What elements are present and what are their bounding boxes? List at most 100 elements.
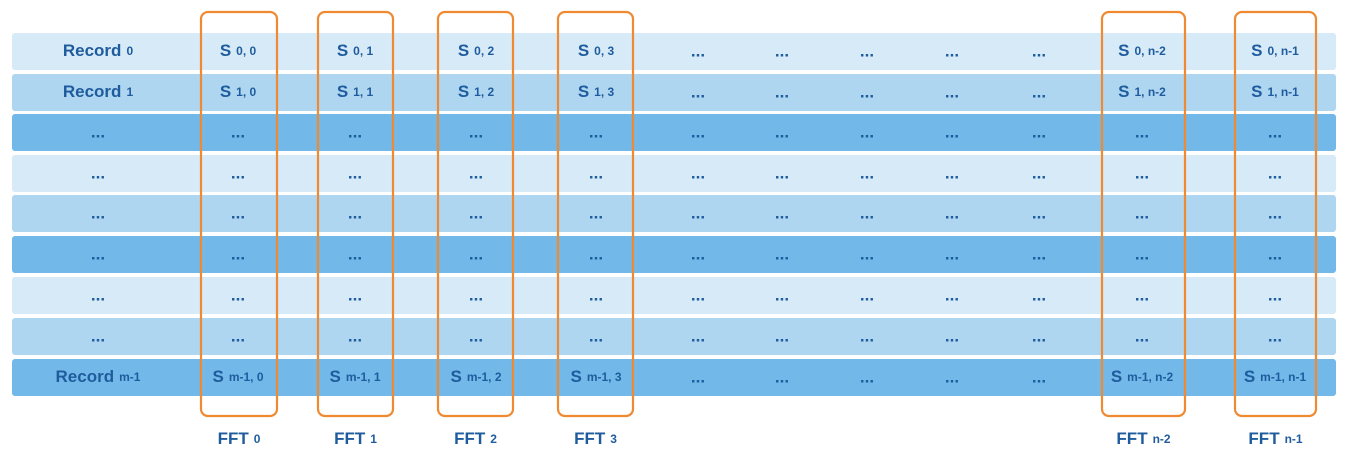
cell: S 1, n-1 (1251, 82, 1299, 101)
cell: S 0, n-2 (1118, 41, 1166, 60)
cell: ... (775, 367, 789, 386)
cell: ... (469, 285, 483, 304)
cell: ... (691, 203, 705, 222)
cell: ... (589, 244, 603, 263)
cell: ... (775, 41, 789, 60)
label-main: S (578, 41, 589, 60)
label-main: S (1244, 367, 1255, 386)
cell: ... (348, 285, 362, 304)
cell: S 0, 3 (578, 41, 615, 60)
label-main: S (458, 41, 469, 60)
label-main: FFT (454, 429, 486, 448)
record-label: ... (91, 326, 105, 345)
fft-column-box (199, 10, 279, 418)
label-main: S (212, 367, 223, 386)
cell: ... (691, 163, 705, 182)
label-sub: m-1, 3 (587, 370, 622, 384)
cell: ... (860, 82, 874, 101)
label-sub: 0, 0 (236, 44, 256, 58)
cell: ... (1032, 41, 1046, 60)
cell: ... (1135, 285, 1149, 304)
cell: ... (860, 203, 874, 222)
label-sub: m-1, n-1 (1260, 370, 1306, 384)
cell: ... (945, 41, 959, 60)
record-label: Record 1 (63, 82, 134, 101)
cell: ... (775, 122, 789, 141)
cell: ... (945, 203, 959, 222)
cell: ... (1032, 82, 1046, 101)
label-main: S (220, 82, 231, 101)
label-main: S (1111, 367, 1122, 386)
record-label: ... (91, 203, 105, 222)
label-main: S (1251, 41, 1262, 60)
cell: ... (589, 326, 603, 345)
label-main: S (458, 82, 469, 101)
cell: ... (691, 41, 705, 60)
record-label: Record 0 (63, 41, 134, 60)
cell: ... (1032, 285, 1046, 304)
label-sub: m-1, 1 (346, 370, 381, 384)
cell: ... (348, 326, 362, 345)
cell: ... (1032, 326, 1046, 345)
cell: ... (860, 326, 874, 345)
cell: ... (589, 122, 603, 141)
cell: ... (691, 285, 705, 304)
label-sub: n-2 (1153, 432, 1171, 446)
cell: ... (775, 244, 789, 263)
fft-column-box (436, 10, 515, 418)
label-main: Record (63, 82, 122, 101)
cell: ... (469, 244, 483, 263)
label-sub: m-1 (119, 370, 141, 384)
cell: ... (860, 367, 874, 386)
cell: S 0, n-1 (1251, 41, 1299, 60)
cell: ... (945, 326, 959, 345)
fft-column-box (1100, 10, 1187, 418)
label-main: FFT (218, 429, 250, 448)
cell: ... (1268, 285, 1282, 304)
cell: ... (231, 203, 245, 222)
table-row (12, 74, 1336, 111)
cell: ... (945, 244, 959, 263)
cell: ... (945, 163, 959, 182)
table-row (12, 114, 1336, 151)
cell: ... (1135, 244, 1149, 263)
label-sub: 0, n-1 (1268, 44, 1300, 58)
cell: ... (1032, 163, 1046, 182)
fft-column-box (1233, 10, 1318, 418)
label-main: S (220, 41, 231, 60)
cell: ... (469, 122, 483, 141)
label-sub: 1, n-2 (1135, 85, 1167, 99)
label-sub: 1, 2 (474, 85, 494, 99)
label-sub: m-1, n-2 (1127, 370, 1173, 384)
cell: ... (945, 82, 959, 101)
label-sub: 1, 0 (236, 85, 256, 99)
label-main: S (570, 367, 581, 386)
cell: ... (945, 122, 959, 141)
cell: ... (1032, 122, 1046, 141)
label-main: Record (56, 367, 115, 386)
cell: ... (348, 203, 362, 222)
record-label: ... (91, 285, 105, 304)
cell: ... (1135, 122, 1149, 141)
label-sub: 0 (126, 44, 133, 58)
cell: ... (469, 326, 483, 345)
table-row (12, 359, 1336, 396)
cell: ... (589, 163, 603, 182)
label-main: Record (63, 41, 122, 60)
cell: ... (775, 285, 789, 304)
label-sub: m-1, 0 (229, 370, 264, 384)
cell: ... (1268, 122, 1282, 141)
cell: S 1, 0 (220, 82, 257, 101)
table-row (12, 236, 1336, 273)
label-sub: 1 (126, 85, 133, 99)
label-sub: 1, 3 (594, 85, 614, 99)
cell: ... (231, 326, 245, 345)
record-label: ... (91, 122, 105, 141)
label-sub: 3 (610, 432, 617, 446)
record-label: ... (91, 163, 105, 182)
